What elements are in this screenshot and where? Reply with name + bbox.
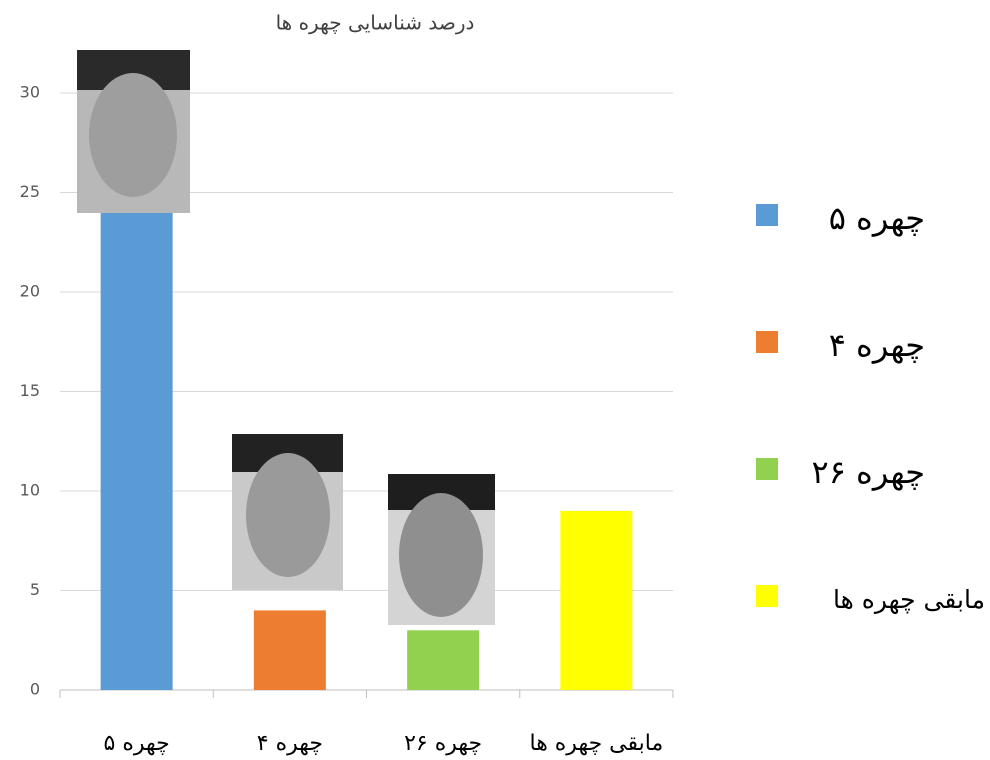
legend: چهره ۵ چهره ۴ چهره ۲۶ مابقی چهره ها	[756, 199, 985, 615]
bar	[253, 610, 326, 690]
bar	[407, 630, 480, 690]
legend-label: چهره ۵	[829, 199, 925, 237]
y-tick-label: 5	[30, 580, 40, 599]
legend-label: چهره ۴	[829, 326, 925, 364]
bars	[100, 212, 633, 690]
bar	[100, 212, 173, 690]
y-tick-label: 25	[20, 182, 40, 201]
bar	[560, 510, 633, 690]
y-tick-label: 20	[20, 282, 40, 301]
face-photo	[388, 474, 495, 625]
legend-label: مابقی چهره ها	[833, 585, 985, 615]
face-photo	[77, 50, 190, 213]
y-tick-label: 30	[20, 83, 40, 102]
x-tick-label: مابقی چهره ها	[529, 731, 663, 756]
x-tick-label: چهره ۲۶	[404, 731, 482, 756]
legend-swatch	[756, 331, 778, 353]
y-tick-label: 0	[30, 680, 40, 699]
chart-title: درصد شناسایی چهره ها	[276, 11, 475, 35]
y-tick-label: 15	[20, 381, 40, 400]
legend-swatch	[756, 585, 778, 607]
legend-swatch	[756, 204, 778, 226]
x-tick-label: چهره ۵	[104, 731, 170, 756]
legend-label: چهره ۲۶	[812, 453, 926, 491]
face-photo	[232, 434, 343, 590]
x-tick-label: چهره ۴	[257, 731, 323, 756]
grid: 0 5 10 15 20 25 30 چهره ۵ چهره ۴ چهره ۲۶ مابقی چهر…	[20, 83, 674, 756]
face-photos	[77, 50, 495, 625]
y-tick-label: 10	[20, 481, 40, 500]
legend-swatch	[756, 458, 778, 480]
